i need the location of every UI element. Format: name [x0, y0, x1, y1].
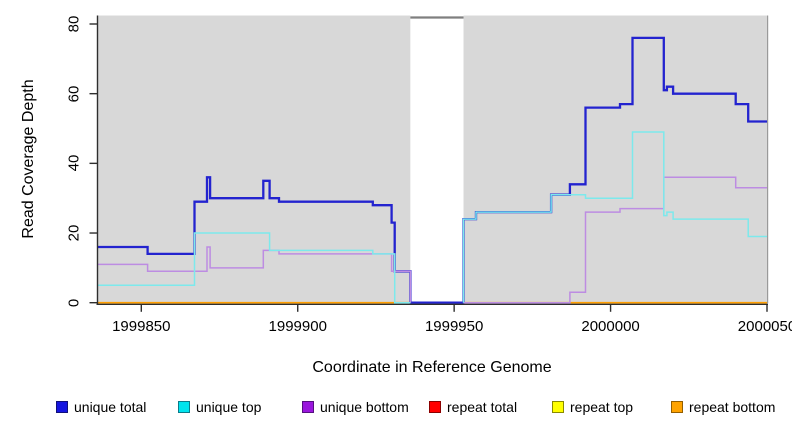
x-axis-title: Coordinate in Reference Genome: [312, 359, 552, 376]
legend-swatch-unique-total: [56, 401, 68, 413]
legend-item-repeat-bottom: repeat bottom: [671, 399, 775, 415]
legend-item-unique-bottom: unique bottom: [302, 399, 409, 415]
y-tick-label: 80: [65, 15, 83, 33]
x-tick-label: 1999900: [268, 318, 327, 335]
legend-label: repeat total: [447, 399, 518, 415]
legend-swatch-unique-bottom: [302, 401, 314, 413]
legend-label: unique total: [74, 399, 147, 415]
legend-label: unique top: [196, 399, 262, 415]
legend-label: repeat top: [570, 399, 634, 415]
series-line-unique-top: [462, 131, 767, 303]
series-line-unique-top: [97, 232, 411, 304]
y-tick-label: 60: [65, 85, 83, 103]
x-tick-label: 1999950: [424, 318, 484, 335]
legend-label: repeat bottom: [689, 399, 776, 415]
x-tick-label: 1999850: [112, 318, 171, 335]
legend-item-repeat-top: repeat top: [552, 399, 633, 415]
x-tick-label: 2000000: [581, 318, 640, 335]
y-tick-label: 0: [65, 298, 83, 307]
y-axis-title: Read Coverage Depth: [20, 79, 37, 239]
legend-item-repeat-total: repeat total: [429, 399, 517, 415]
coverage-gap-band: [410, 15, 464, 304]
legend-item-unique-total: unique total: [56, 399, 146, 415]
legend-swatch-unique-top: [178, 401, 190, 413]
legend-label: unique bottom: [320, 399, 409, 415]
legend-swatch-repeat-top: [552, 401, 564, 413]
series-line-unique-bottom: [97, 246, 412, 303]
series-line-unique-bottom: [463, 176, 767, 304]
legend-item-unique-top: unique top: [178, 399, 261, 415]
legend-swatch-repeat-bottom: [671, 401, 683, 413]
y-tick-label: 40: [65, 155, 83, 172]
legend-swatch-repeat-total: [429, 401, 441, 413]
y-tick-label: 20: [65, 224, 83, 242]
x-tick-label: 2000050: [737, 318, 792, 335]
